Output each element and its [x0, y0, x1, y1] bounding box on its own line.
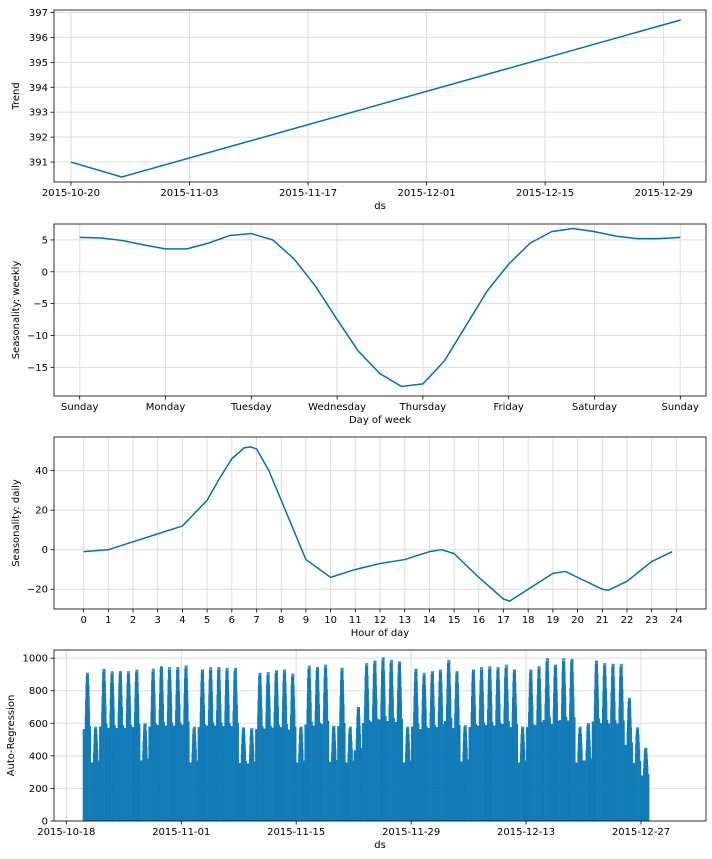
x-tick-label: Monday: [146, 402, 186, 413]
y-tick-label: 40: [35, 466, 48, 477]
x-tick-label: 12: [374, 615, 387, 626]
y-tick-label: 600: [29, 719, 48, 730]
x-tick-label: Tuesday: [230, 402, 272, 413]
x-tick-label: 2015-11-03: [160, 188, 218, 199]
y-tick-label: 0: [42, 817, 48, 828]
series-line: [79, 227, 681, 388]
x-tick-label: 20: [571, 615, 584, 626]
x-tick-label: 15: [448, 615, 461, 626]
x-tick-label: 2: [130, 615, 136, 626]
x-tick-label: 16: [472, 615, 485, 626]
x-tick-label: 9: [303, 615, 309, 626]
chart-panel-daily: 0 1 2 3 4 5 6 7 8 9 10 11 12 13 14 15 16 17 18 19 20 21 22 23 24…: [11, 436, 707, 639]
y-tick-label: 1000: [23, 654, 48, 665]
x-tick-label: 2015-12-15: [516, 188, 574, 199]
axes-frame: [53, 649, 707, 822]
x-tick-label: 2015-12-27: [612, 827, 670, 838]
x-tick-label: 2015-12-01: [398, 188, 456, 199]
y-tick-label: −5: [33, 299, 48, 310]
x-tick-label: 22: [621, 615, 634, 626]
x-axis-label: Hour of day: [351, 628, 410, 639]
x-axis-label: ds: [374, 840, 386, 851]
x-tick-label: 2015-11-15: [267, 827, 325, 838]
y-tick-label: 400: [29, 751, 48, 762]
y-tick-label: 393: [29, 108, 48, 119]
x-tick-label: Saturday: [572, 402, 617, 413]
x-tick-label: 24: [670, 615, 683, 626]
y-tick-label: 800: [29, 686, 48, 697]
x-tick-label: 2015-12-29: [635, 188, 693, 199]
x-tick-label: 0: [80, 615, 86, 626]
x-tick-label: 2015-11-01: [152, 827, 210, 838]
y-tick-label: 396: [29, 33, 48, 44]
y-tick-label: 397: [29, 8, 48, 19]
x-tick-label: 1: [105, 615, 111, 626]
x-tick-label: 11: [349, 615, 362, 626]
y-tick-label: 394: [29, 83, 48, 94]
chart-panel-trend: 2015-10-20 2015-11-03 2015-11-17 2015-12-01…: [11, 8, 707, 212]
x-tick-label: 17: [497, 615, 510, 626]
axes-frame: [53, 9, 707, 183]
x-tick-label: 19: [547, 615, 560, 626]
x-tick-label: 21: [596, 615, 609, 626]
x-tick-label: 2015-11-29: [382, 827, 440, 838]
y-tick-label: 391: [29, 158, 48, 169]
x-axis-label: ds: [374, 201, 386, 212]
x-tick-label: 6: [229, 615, 235, 626]
y-tick-label: −20: [27, 585, 48, 596]
series-line: [70, 19, 681, 178]
x-tick-label: 3: [155, 615, 161, 626]
x-tick-label: Sunday: [61, 402, 98, 413]
y-tick-label: −10: [27, 331, 48, 342]
y-tick-label: 200: [29, 784, 48, 795]
x-tick-label: 5: [204, 615, 210, 626]
x-tick-label: 18: [522, 615, 535, 626]
y-tick-label: 20: [35, 506, 48, 517]
y-axis-label: Auto-Regression: [6, 695, 17, 777]
x-tick-label: 8: [278, 615, 284, 626]
x-tick-label: 2015-10-18: [37, 827, 95, 838]
x-tick-label: 14: [423, 615, 436, 626]
x-axis-label: Day of week: [349, 415, 411, 426]
y-tick-label: −15: [27, 363, 48, 374]
x-tick-label: Friday: [494, 402, 524, 413]
axes-frame: [53, 223, 707, 397]
chart-panel-weekly: Sunday Monday Tuesday Wednesday Thursday Frid…: [11, 223, 707, 426]
x-tick-label: 2015-11-17: [279, 188, 337, 199]
y-axis-label: Seasonality: daily: [11, 479, 22, 567]
x-tick-label: 2015-12-13: [497, 827, 555, 838]
x-tick-label: Thursday: [399, 402, 447, 413]
x-tick-label: 10: [324, 615, 337, 626]
x-tick-label: 2015-10-20: [42, 188, 100, 199]
series-line: [83, 446, 673, 602]
y-tick-label: 392: [29, 133, 48, 144]
x-tick-label: Sunday: [662, 402, 699, 413]
y-axis-label: Trend: [11, 82, 22, 110]
y-tick-label: 395: [29, 58, 48, 69]
y-tick-label: 5: [42, 235, 48, 246]
chart-panel-autoregression: 2015-10-18 2015-11-01 2015-11-15 2015-11-29…: [6, 649, 707, 851]
y-axis-label: Seasonality: weekly: [11, 261, 22, 360]
x-tick-label: 7: [253, 615, 259, 626]
x-tick-label: 4: [179, 615, 185, 626]
y-tick-label: 0: [42, 545, 48, 556]
x-tick-label: Wednesday: [308, 402, 366, 413]
y-tick-label: 0: [42, 267, 48, 278]
x-tick-label: 13: [398, 615, 411, 626]
x-tick-label: 23: [645, 615, 658, 626]
